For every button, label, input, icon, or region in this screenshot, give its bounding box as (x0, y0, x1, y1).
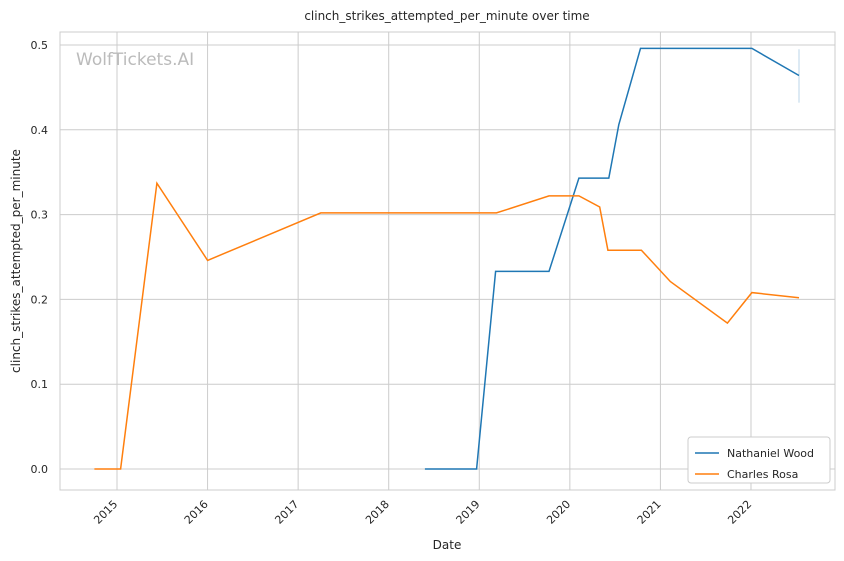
y-tick-label: 0.4 (31, 124, 49, 137)
y-axis-label: clinch_strikes_attempted_per_minute (9, 149, 23, 373)
x-tick-label: 2017 (272, 498, 301, 527)
x-tick-label: 2020 (544, 498, 573, 527)
x-tick-label: 2015 (91, 498, 120, 527)
x-tick-label: 2022 (725, 498, 754, 527)
plot-frame (59, 31, 836, 491)
watermark: WolfTickets.AI (76, 50, 194, 70)
y-tick-label: 0.2 (31, 293, 49, 306)
x-tick-label: 2018 (363, 498, 392, 527)
series-line-nathaniel-wood (424, 47, 800, 470)
legend: Nathaniel Wood Charles Rosa (687, 436, 831, 484)
chart-title: clinch_strikes_attempted_per_minute over… (304, 9, 589, 23)
y-tick-label: 0.1 (31, 378, 49, 391)
x-tick-label: 2021 (635, 498, 664, 527)
legend-label-charles-rosa: Charles Rosa (727, 468, 798, 481)
x-tick-label: 2019 (454, 498, 483, 527)
legend-label-nathaniel-wood: Nathaniel Wood (727, 447, 814, 460)
x-axis-label: Date (433, 538, 462, 552)
series-line-charles-rosa (94, 181, 800, 470)
y-tick-label: 0.5 (31, 39, 49, 52)
y-tick-label: 0.3 (31, 209, 49, 222)
y-tick-label: 0.0 (31, 463, 49, 476)
x-tick-label: 2016 (182, 498, 211, 527)
